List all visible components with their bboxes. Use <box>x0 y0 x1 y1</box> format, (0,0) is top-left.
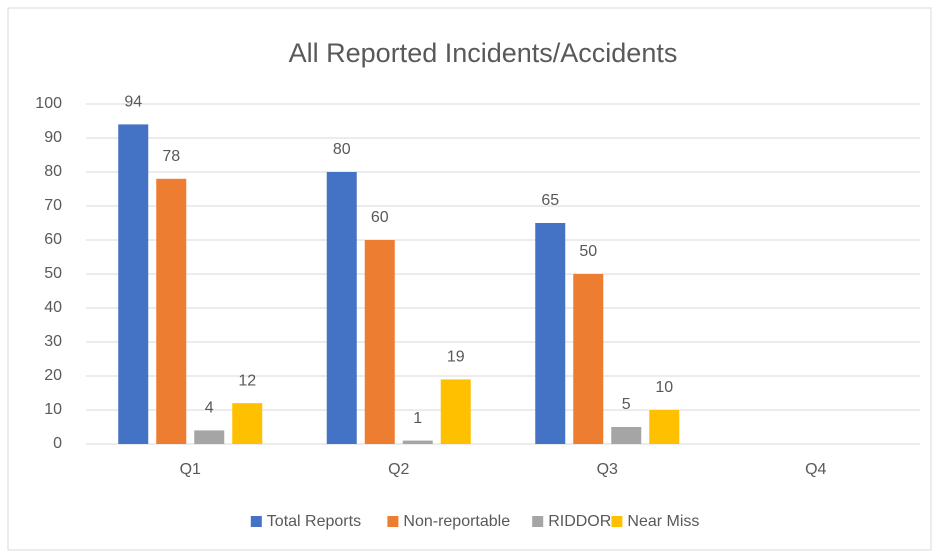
data-label: 10 <box>655 379 673 396</box>
x-tick-label: Q4 <box>805 461 826 478</box>
data-label: 50 <box>579 243 597 260</box>
data-label: 12 <box>238 372 256 389</box>
y-tick-label: 30 <box>44 333 62 350</box>
bar <box>535 223 566 444</box>
y-tick-label: 90 <box>44 129 62 146</box>
x-tick-label: Q1 <box>180 461 201 478</box>
x-tick-label: Q3 <box>597 461 618 478</box>
data-label: 94 <box>124 94 142 111</box>
data-label: 5 <box>622 396 631 413</box>
bar <box>118 124 149 445</box>
x-tick-label: Q2 <box>388 461 409 478</box>
y-tick-label: 100 <box>35 95 62 112</box>
legend-swatch <box>250 516 262 527</box>
chart-title: All Reported Incidents/Accidents <box>289 38 678 68</box>
data-label: 60 <box>371 209 389 226</box>
y-tick-label: 40 <box>44 299 62 316</box>
bar <box>573 274 604 444</box>
bar <box>364 240 395 444</box>
legend-label: RIDDOR <box>548 513 611 530</box>
data-label: 19 <box>447 349 465 366</box>
legend-label: Near Miss <box>627 513 699 530</box>
data-label: 78 <box>162 148 180 165</box>
y-tick-label: 80 <box>44 163 62 180</box>
data-label: 80 <box>333 141 351 158</box>
legend-swatch <box>532 516 544 527</box>
y-tick-label: 20 <box>44 367 62 384</box>
bar <box>440 379 471 444</box>
bar <box>402 440 433 444</box>
y-tick-label: 10 <box>44 401 62 418</box>
bar <box>611 427 642 444</box>
bar <box>156 178 187 445</box>
legend-swatch <box>387 516 399 527</box>
bar <box>326 172 357 444</box>
y-tick-label: 70 <box>44 197 62 214</box>
y-tick-label: 50 <box>44 265 62 282</box>
data-label: 1 <box>413 410 422 427</box>
bar <box>232 403 263 444</box>
legend-swatch <box>611 516 623 527</box>
legend-label: Non-reportable <box>403 513 510 530</box>
y-tick-label: 60 <box>44 231 62 248</box>
y-tick-label: 0 <box>53 435 62 452</box>
bar <box>194 430 225 444</box>
data-label: 65 <box>541 192 559 209</box>
data-label: 4 <box>205 400 214 417</box>
bar <box>649 410 680 444</box>
legend-label: Total Reports <box>267 513 361 530</box>
